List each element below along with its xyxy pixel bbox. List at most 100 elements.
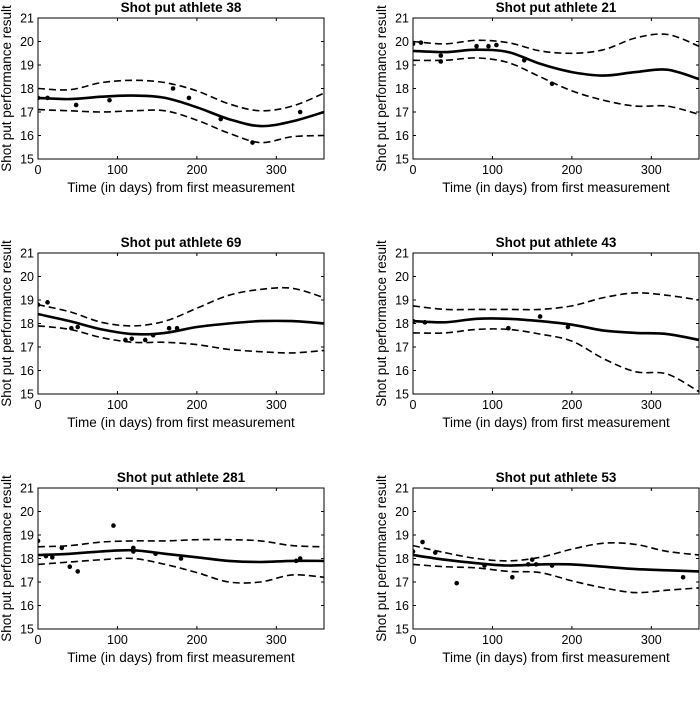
data-point: [432, 550, 438, 555]
x-axis-label: Time (in days) from first measurement: [67, 415, 295, 430]
series-lower-line: [38, 557, 324, 584]
x-tick-label: 100: [107, 163, 128, 177]
x-tick-label: 100: [482, 163, 503, 177]
x-tick-label: 300: [641, 398, 662, 412]
y-tick-label: 21: [395, 247, 409, 261]
y-tick-label: 20: [395, 35, 409, 49]
chart-panel-5: Shot put athlete 281 Shot put performance…: [0, 470, 325, 665]
series-upper-line: [38, 286, 324, 327]
y-axis-label: Shot put performance result: [0, 5, 14, 172]
y-tick-label: 21: [20, 12, 34, 26]
y-tick-label: 16: [395, 599, 409, 613]
series-upper-line: [38, 538, 324, 548]
data-point: [107, 97, 112, 103]
y-tick-label: 21: [395, 12, 409, 26]
data-point: [170, 86, 176, 91]
y-tick-label: 18: [395, 552, 409, 566]
chart-panel-1: Shot put athlete 38 Shot put performance …: [0, 0, 325, 195]
data-point: [510, 575, 515, 580]
data-point: [50, 555, 55, 560]
series-lower-line: [38, 325, 324, 354]
series-lower-line: [38, 108, 324, 144]
y-tick-label: 15: [20, 153, 34, 167]
data-point: [131, 549, 136, 554]
data-point: [131, 545, 136, 551]
y-tick-label: 16: [395, 129, 409, 143]
y-tick-label: 17: [20, 106, 34, 120]
x-tick-label: 0: [35, 398, 42, 412]
data-point: [38, 538, 41, 544]
y-tick-label: 18: [20, 82, 34, 96]
data-point: [293, 558, 299, 564]
data-point: [45, 300, 50, 305]
y-tick-label: 15: [395, 388, 409, 402]
y-tick-label: 17: [20, 341, 34, 355]
data-point: [75, 569, 81, 574]
x-tick-label: 0: [410, 633, 417, 647]
y-tick-label: 18: [395, 317, 409, 331]
data-point: [565, 324, 571, 330]
data-point: [218, 116, 224, 122]
x-tick-label: 300: [266, 633, 287, 647]
data-point: [297, 556, 303, 561]
plot-area: [38, 286, 324, 354]
series-mean-line: [413, 553, 699, 573]
x-tick-label: 300: [641, 633, 662, 647]
chart-title: Shot put athlete 21: [496, 0, 617, 15]
axes-box: [37, 252, 325, 395]
x-tick-label: 300: [266, 163, 287, 177]
x-axis-label: Time (in days) from first measurement: [442, 650, 670, 665]
data-point: [153, 551, 158, 557]
y-tick-label: 19: [395, 59, 409, 73]
data-point: [142, 337, 148, 343]
data-point: [413, 549, 416, 554]
x-tick-label: 100: [482, 633, 503, 647]
y-tick-label: 20: [20, 270, 34, 284]
x-axis-label: Time (in days) from first measurement: [442, 415, 670, 430]
data-point: [529, 557, 535, 562]
y-axis-label: Shot put performance result: [0, 240, 14, 407]
y-tick-label: 17: [395, 341, 409, 355]
y-tick-label: 17: [395, 576, 409, 590]
axes-box: [412, 17, 700, 160]
y-tick-label: 19: [20, 59, 34, 73]
y-tick-label: 19: [20, 529, 34, 543]
y-tick-label: 17: [395, 106, 409, 120]
data-point: [129, 336, 135, 342]
chart-panel-2: Shot put athlete 21 Shot put performance …: [374, 0, 700, 195]
chart-panel-6: Shot put athlete 53 Shot put performance …: [374, 470, 700, 665]
y-tick-label: 16: [20, 599, 34, 613]
x-tick-label: 0: [35, 633, 42, 647]
axes-box: [37, 17, 325, 160]
x-tick-label: 100: [107, 398, 128, 412]
data-point: [486, 43, 491, 49]
data-point: [178, 556, 184, 561]
data-point: [150, 332, 156, 338]
x-tick-label: 0: [410, 398, 417, 412]
data-point: [422, 320, 428, 325]
data-point: [506, 325, 511, 331]
data-point: [438, 59, 444, 64]
plot-area: [413, 539, 699, 594]
x-tick-label: 200: [186, 398, 207, 412]
chart-panel-3: Shot put athlete 69 Shot put performance …: [0, 235, 325, 430]
y-tick-label: 15: [395, 623, 409, 637]
x-tick-label: 100: [482, 398, 503, 412]
plot-area: [413, 292, 699, 393]
series-mean-line: [413, 317, 699, 342]
data-point: [494, 42, 499, 48]
chart-panel-4: Shot put athlete 43 Shot put performance …: [374, 235, 700, 430]
data-point: [680, 575, 686, 580]
y-tick-label: 16: [395, 364, 409, 378]
y-tick-label: 18: [20, 317, 34, 331]
series-upper-line: [413, 33, 699, 55]
series-lower-line: [413, 328, 699, 393]
data-point: [549, 563, 555, 568]
x-tick-label: 200: [186, 163, 207, 177]
y-tick-label: 18: [395, 82, 409, 96]
y-tick-label: 21: [20, 482, 34, 496]
x-tick-label: 0: [410, 163, 417, 177]
series-upper-line: [413, 292, 699, 311]
plot-area: [413, 33, 699, 116]
y-tick-label: 20: [395, 270, 409, 284]
